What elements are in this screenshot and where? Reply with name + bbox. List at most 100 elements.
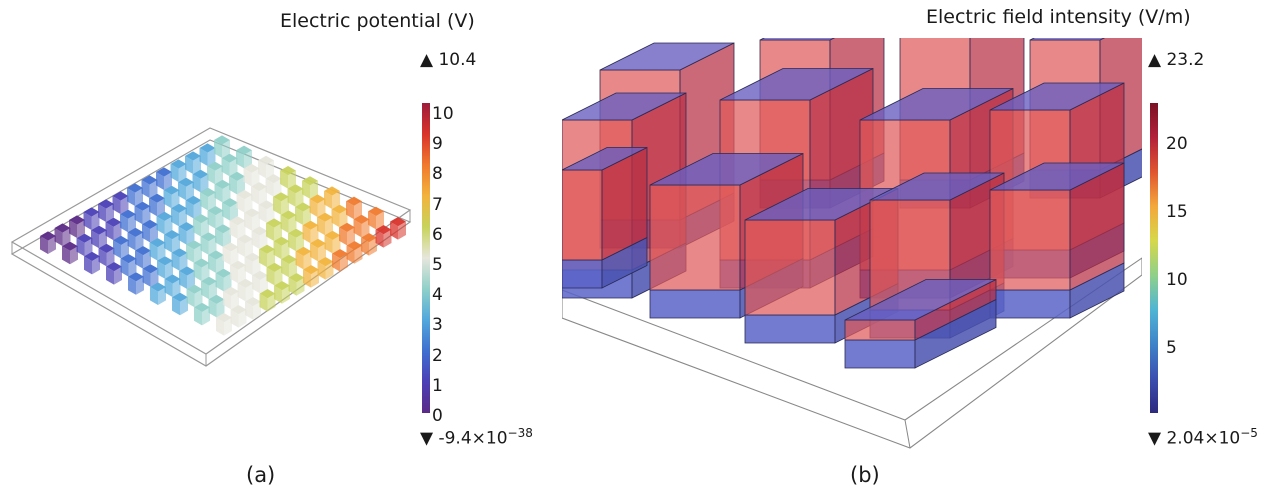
panel-a-min-label: ▼ -9.4×10−38: [420, 426, 533, 449]
electrode-finger-side: [265, 178, 274, 197]
panel-a-tick-label: 8: [432, 164, 443, 185]
electrode-finger-side: [317, 217, 325, 236]
electrode-finger-side: [383, 229, 392, 248]
electrode-finger: [223, 286, 239, 296]
electrode-finger-side: [135, 232, 144, 251]
electrode-finger-side: [288, 170, 296, 189]
electrode-finger-side: [200, 236, 209, 255]
electrode-finger-side: [245, 301, 253, 320]
electrode-finger-side: [310, 180, 318, 199]
electrode-finger-side: [207, 210, 216, 229]
panel-a-tick-label: 10: [432, 104, 454, 124]
electrode-finger-side: [244, 194, 253, 213]
electrode-finger-side: [185, 200, 194, 219]
electrode-finger-side: [245, 283, 254, 302]
panel-a-max-label: ▲ 10.4: [420, 50, 477, 70]
electrode-finger-side: [253, 301, 261, 320]
electrode-finger-side: [150, 224, 158, 243]
electrode-finger-side: [157, 198, 165, 217]
electrode-finger-side: [83, 212, 92, 230]
electrode-finger-side: [192, 174, 201, 193]
electrode-finger-side: [273, 196, 281, 215]
electrode-finger-side: [54, 228, 63, 246]
electrode-finger-side: [171, 252, 180, 271]
electrode-finger-side: [258, 204, 267, 223]
electrode-finger-side: [303, 207, 311, 225]
electrode-finger-side: [98, 204, 106, 222]
electrode-finger-side: [390, 221, 398, 240]
electrode-finger-side: [193, 218, 201, 237]
electrode-finger: [280, 166, 296, 176]
electrode-finger-side: [91, 212, 100, 230]
panel-b-tick-label: 20: [1166, 134, 1188, 154]
electrode-finger: [216, 313, 232, 323]
electrode-finger-side: [281, 259, 289, 278]
electrode-finger-side: [259, 249, 267, 268]
electrode-finger-side: [296, 233, 304, 252]
electrode-finger: [288, 273, 305, 283]
panel-a-tick-label: 2: [432, 345, 443, 366]
panel-a-tick-label: 1: [432, 375, 443, 396]
electrode-finger-side: [353, 219, 362, 238]
electrode-finger-side: [237, 239, 245, 257]
electrode-finger: [106, 262, 122, 272]
electrode-finger-side: [216, 255, 224, 273]
electrode-finger-side: [186, 182, 194, 201]
electrode-finger-side: [281, 241, 290, 260]
electrode-top-face: [759, 38, 835, 41]
electrode-finger-side: [288, 233, 296, 252]
electrode-finger-side: [317, 261, 326, 280]
electrode-finger-side: [252, 257, 261, 276]
electrode-finger-side: [310, 225, 319, 244]
electrode-finger-side: [127, 188, 135, 206]
panel-a-tick-label: 6: [432, 224, 443, 245]
electrode-finger-side: [180, 297, 188, 316]
electrode-finger-side: [91, 230, 99, 249]
electrode-finger-side: [128, 258, 137, 277]
electrode-finger-side: [105, 222, 114, 241]
electrode-finger-side: [84, 238, 93, 257]
panel-a-3d-plot: [10, 127, 412, 367]
electrode-finger: [230, 305, 247, 315]
electrode-finger-side: [128, 276, 136, 295]
electrode-finger: [317, 257, 334, 267]
electrode-finger-side: [376, 211, 384, 230]
electrode-finger-side: [318, 243, 326, 262]
electrode-finger-side: [223, 228, 231, 247]
electrode-finger-side: [172, 297, 180, 316]
electrode-finger-side: [200, 174, 209, 193]
electrode-finger-side: [237, 283, 246, 302]
electrode-finger-side: [287, 188, 296, 207]
electrode-finger-side: [231, 291, 239, 310]
electrode-finger: [120, 254, 137, 264]
electrode-finger-side: [288, 215, 297, 233]
electrode-finger-side: [236, 150, 244, 169]
electrode-finger-side: [69, 220, 77, 238]
electrode-finger-side: [331, 209, 340, 228]
electrode-finger-side: [150, 287, 158, 305]
electrode-finger-side: [281, 196, 289, 215]
electrode-finger-side: [274, 223, 282, 241]
electrode-finger-side: [208, 192, 216, 211]
electrode-finger-side: [282, 285, 290, 304]
electrode-finger-side: [354, 201, 362, 220]
electrode-finger-side: [303, 251, 312, 270]
electrode-finger-side: [266, 223, 274, 241]
electrode-finger-side: [172, 279, 181, 297]
electrode-finger: [252, 270, 268, 280]
electrode-finger-side: [201, 263, 210, 281]
panel-b-caption: (b): [850, 463, 880, 487]
electrode-finger-side: [215, 210, 224, 229]
electrode-finger-side: [142, 206, 151, 225]
electrode-finger-side: [164, 172, 172, 190]
electrode-finger-side: [245, 239, 253, 257]
electrode-finger-side: [259, 293, 268, 312]
electrode-finger-side: [222, 184, 231, 203]
electrode-finger-side: [106, 266, 114, 285]
electrode-finger-side: [236, 194, 245, 213]
electrode-finger-side: [62, 246, 70, 265]
electrode-finger-side: [295, 207, 303, 225]
electrode-finger-side: [310, 243, 318, 262]
electrode-front-face: [744, 219, 836, 316]
panel-a-tick-label: 3: [432, 315, 443, 336]
